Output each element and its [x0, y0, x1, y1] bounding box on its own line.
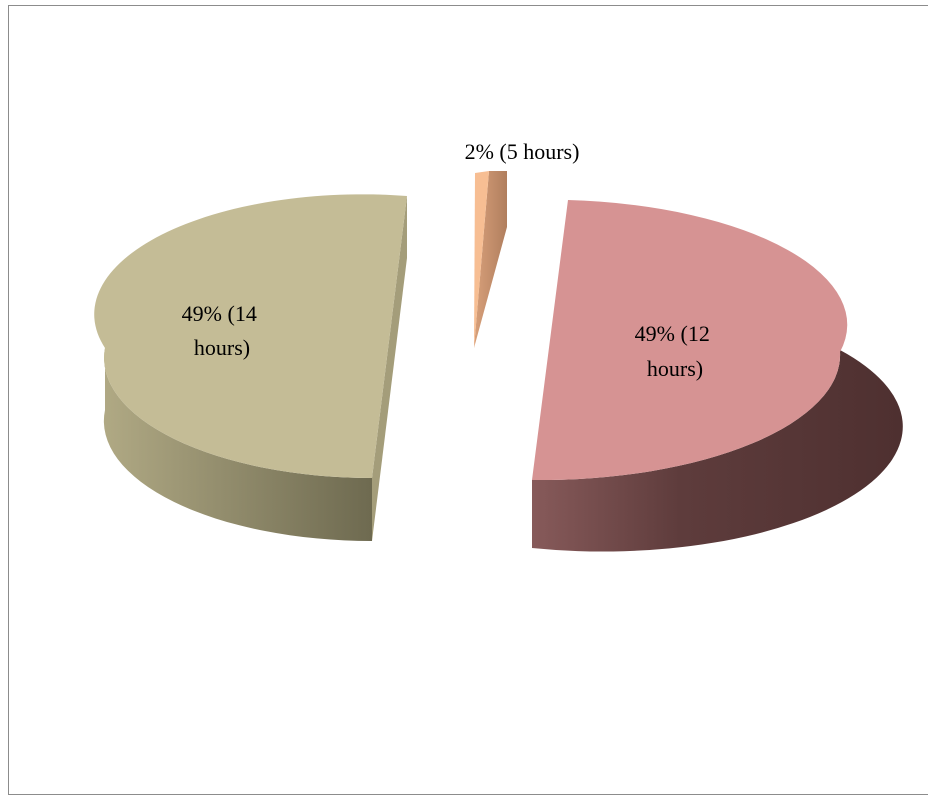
- pie-chart: 49% (14 hours) 2% (5 hours) 49% (12 hour…: [94, 139, 903, 552]
- label-49pct-14-line2: hours): [194, 335, 250, 360]
- slice-rose-top: [532, 200, 848, 481]
- pie-slice-49pct-14-hours: 49% (14 hours): [94, 194, 408, 541]
- slice-orange-top: [474, 171, 489, 348]
- slice-tan-cut-face: [372, 196, 407, 541]
- slice-rose-side: [532, 350, 903, 552]
- slice-tan-top: [94, 194, 408, 478]
- label-2pct-5-line1: 2% (5 hours): [465, 139, 580, 164]
- label-49pct-14-hours: 49% (14 hours): [182, 301, 263, 360]
- slice-tan-side: [103, 348, 372, 541]
- pie-slice-2pct-5-hours: 2% (5 hours): [465, 139, 580, 348]
- label-49pct-12-hours: 49% (12 hours): [635, 321, 716, 381]
- label-49pct-12-line1: 49% (12: [635, 321, 710, 346]
- label-49pct-12-line2: hours): [647, 356, 703, 381]
- slice-orange-side: [474, 171, 507, 348]
- label-2pct-5-hours: 2% (5 hours): [465, 139, 580, 164]
- pie-slice-49pct-12-hours: 49% (12 hours): [532, 200, 903, 552]
- label-49pct-14-line1: 49% (14: [182, 301, 257, 326]
